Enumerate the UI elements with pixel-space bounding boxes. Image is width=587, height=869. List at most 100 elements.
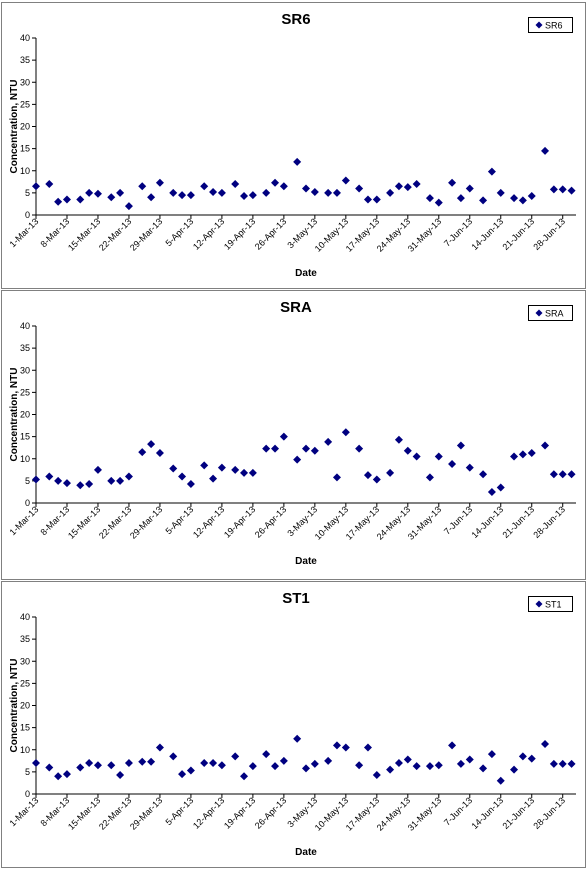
data-point (293, 157, 302, 166)
data-point (465, 463, 474, 472)
data-point (310, 759, 319, 768)
chart-panel-sr6: SR605101520253035401-Mar-138-Mar-1315-Ma… (1, 2, 586, 289)
data-point (302, 184, 310, 193)
data-point (32, 182, 40, 191)
y-tick-label: 40 (20, 612, 30, 622)
chart-panel-st1: ST105101520253035401-Mar-138-Mar-1315-Ma… (1, 581, 586, 868)
data-point (186, 766, 195, 775)
chart-title: ST1 (282, 590, 310, 607)
data-point (403, 446, 412, 455)
data-point (355, 761, 364, 770)
y-tick-label: 0 (25, 210, 30, 220)
data-point (527, 448, 536, 457)
series-sr6 (32, 146, 576, 211)
data-point (138, 182, 147, 191)
data-point (209, 187, 218, 196)
data-point (434, 452, 443, 461)
data-point (217, 463, 226, 472)
data-point (138, 448, 147, 457)
data-point (32, 475, 40, 484)
data-point (155, 448, 164, 457)
legend-box (528, 17, 573, 33)
data-point (549, 759, 558, 768)
data-point (549, 470, 558, 479)
data-point (217, 188, 226, 197)
y-axis-label: Concentration, NTU (9, 80, 20, 174)
data-point (279, 182, 288, 191)
data-point (147, 193, 156, 202)
data-point (412, 180, 421, 189)
data-point (271, 178, 280, 187)
data-point (434, 761, 443, 770)
data-point (456, 759, 465, 768)
data-point (200, 182, 209, 191)
y-tick-label: 30 (20, 77, 30, 87)
data-point (240, 191, 249, 200)
y-tick-label: 5 (25, 767, 30, 777)
data-point (62, 770, 71, 779)
data-point (332, 473, 341, 482)
data-point (155, 178, 164, 187)
legend: SR6 (528, 17, 573, 33)
data-point (496, 776, 505, 785)
x-axis-label: Date (295, 268, 317, 279)
data-point (62, 479, 71, 488)
data-point (116, 770, 125, 779)
data-point (355, 184, 364, 193)
data-point (394, 435, 403, 444)
data-point (217, 761, 226, 770)
data-point (169, 752, 178, 761)
data-point (412, 452, 421, 461)
data-point (231, 752, 240, 761)
data-point (248, 191, 257, 200)
data-point (178, 191, 187, 200)
panel-frame (1, 2, 586, 289)
panel-frame (1, 290, 586, 580)
data-point (518, 450, 527, 459)
x-axis-label: Date (295, 847, 317, 858)
data-point (54, 772, 63, 781)
data-point (138, 757, 147, 766)
legend-marker (535, 309, 543, 317)
data-point (456, 194, 465, 203)
data-point (248, 468, 257, 477)
data-point (116, 476, 125, 485)
y-tick-label: 0 (25, 789, 30, 799)
y-tick-label: 5 (25, 188, 30, 198)
data-point (54, 197, 63, 206)
data-point (487, 750, 496, 759)
data-point (448, 741, 457, 750)
data-point (302, 764, 310, 773)
data-point (479, 764, 488, 773)
legend-box (528, 596, 573, 612)
data-point (425, 473, 434, 482)
data-point (107, 193, 116, 202)
data-point (394, 759, 403, 768)
y-tick-label: 30 (20, 656, 30, 666)
data-point (403, 755, 412, 764)
data-point (302, 444, 310, 453)
data-point (262, 750, 271, 759)
data-point (32, 759, 40, 768)
data-point (510, 452, 519, 461)
data-point (93, 465, 102, 474)
chart-title: SR6 (281, 11, 310, 28)
y-tick-label: 10 (20, 454, 30, 464)
data-point (231, 465, 240, 474)
data-point (155, 743, 164, 752)
data-point (425, 194, 434, 203)
data-point (324, 756, 333, 765)
data-point (169, 188, 178, 197)
data-point (324, 188, 333, 197)
data-point (147, 440, 156, 449)
data-point (147, 757, 156, 766)
data-point (186, 479, 195, 488)
data-point (341, 428, 350, 437)
data-point (403, 183, 412, 192)
y-tick-label: 30 (20, 365, 30, 375)
legend-label: SRA (545, 309, 564, 319)
y-tick-label: 0 (25, 498, 30, 508)
data-point (293, 455, 302, 464)
data-point (124, 472, 133, 481)
